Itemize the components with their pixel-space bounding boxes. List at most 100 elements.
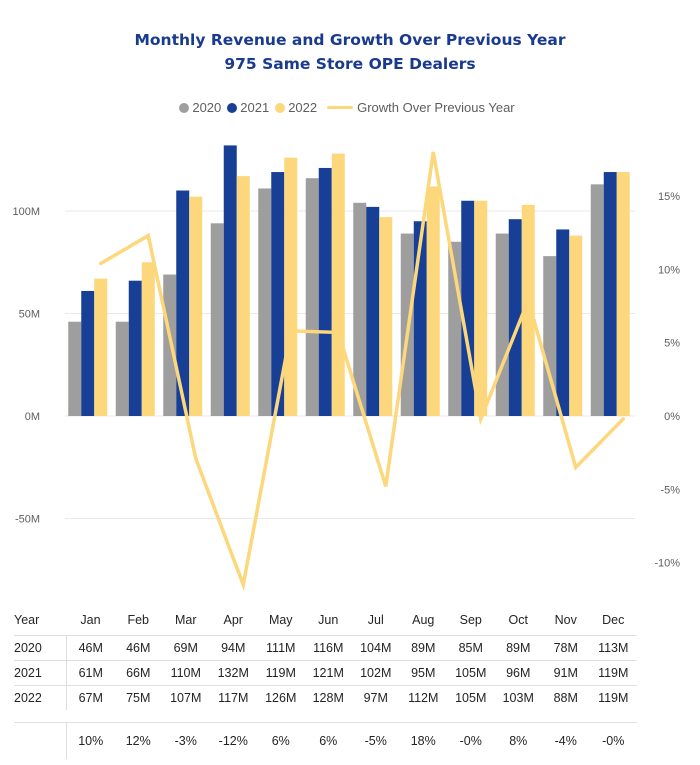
y-right-tick-label: -10%	[654, 558, 680, 570]
legend-swatch-2022	[275, 102, 286, 113]
legend-item-2020[interactable]: 2020	[179, 100, 221, 115]
matrix-cell: 126M	[257, 685, 305, 710]
matrix-cell: 89M	[399, 635, 447, 661]
bar-2021-dec	[603, 172, 617, 416]
matrix-cell: 107M	[162, 685, 210, 710]
matrix-growth-cell: 10%	[66, 722, 115, 759]
matrix-cell: 119M	[257, 660, 305, 686]
matrix-header-jun: Jun	[318, 613, 339, 627]
matrix-cell: 97M	[352, 685, 400, 710]
bar-2020-dec	[590, 184, 604, 416]
matrix-body: 2020 46M 46M 69M 94M 111M 116M 104M 89M 85M 89M 78M…	[14, 635, 637, 759]
growth-line	[99, 151, 625, 592]
y-right-tick-label: 0%	[664, 411, 680, 423]
matrix-cell: 112M	[399, 685, 447, 710]
bar-2021-mar	[176, 190, 190, 416]
matrix-header-feb: Feb	[127, 613, 150, 627]
matrix-growth-cell: -0%	[589, 722, 637, 759]
chart-title: Monthly Revenue and Growth Over Previous…	[134, 31, 566, 49]
bar-2022-jun	[331, 153, 345, 416]
bar-2020-may	[258, 188, 272, 416]
matrix-cell: 119M	[589, 660, 637, 686]
bar-2022-oct	[521, 204, 535, 416]
bar-2021-jan	[81, 290, 95, 416]
matrix-cell: 66M	[114, 660, 162, 686]
bar-2022-feb	[141, 262, 155, 416]
matrix-row-2020: 2020 46M 46M 69M 94M 111M 116M 104M 89M 85M 89M 78M…	[14, 635, 637, 661]
matrix-header-year: Year	[14, 613, 40, 627]
matrix-header-sep: Sep	[459, 613, 482, 627]
matrix-cell: 121M	[304, 660, 352, 686]
bar-2021-jul	[366, 206, 380, 416]
matrix-header-row: Year Jan Feb Mar Apr May Jun Jul Aug Sep Oct Nov De…	[14, 605, 637, 636]
matrix-cell: 110M	[162, 660, 210, 686]
matrix-header-oct: Oct	[508, 613, 528, 627]
y-left-tick-label: 100M	[12, 206, 40, 218]
bar-2020-jul	[353, 202, 367, 416]
bar-2020-jan	[68, 321, 82, 416]
matrix-cell: 117M	[209, 685, 257, 710]
bar-2021-may	[271, 172, 285, 416]
y-right-tick-label: 10%	[658, 264, 680, 276]
matrix-cell: 119M	[589, 685, 637, 710]
matrix-cell: 94M	[209, 635, 257, 661]
matrix-cell: 95M	[399, 660, 447, 686]
matrix-growth-cell: -4%	[542, 722, 590, 759]
matrix-header-mar: Mar	[174, 613, 197, 627]
matrix-growth-cell: -0%	[447, 722, 495, 759]
bar-2022-sep	[474, 200, 488, 416]
legend-swatch-2020	[179, 102, 190, 113]
matrix-row-growth: 10% 12% -3% -12% 6% 6% -5% 18% -0% 8% -4% -0%	[14, 722, 637, 759]
legend: 2020 2021 2022 Growth Over Previous Year	[0, 100, 700, 115]
legend-item-2022[interactable]: 2022	[275, 100, 317, 115]
bar-2020-apr	[210, 223, 224, 416]
y-right-tick-label: 15%	[658, 191, 680, 203]
matrix-cell: 46M	[114, 635, 162, 661]
bar-2021-jun	[318, 167, 332, 416]
bar-2022-dec	[616, 172, 630, 416]
bar-2022-mar	[189, 196, 203, 416]
legend-item-growth[interactable]: Growth Over Previous Year	[323, 100, 515, 115]
matrix-cell: 88M	[542, 685, 590, 710]
y-right-tick-label: 5%	[664, 338, 680, 350]
matrix-cell: 128M	[304, 685, 352, 710]
matrix-cell: 111M	[257, 635, 305, 661]
matrix-growth-cell: 12%	[114, 722, 162, 759]
matrix-header-apr: Apr	[223, 613, 243, 627]
legend-label-2021: 2021	[240, 100, 270, 115]
matrix-cell: 46M	[66, 635, 115, 661]
matrix-cell: 105M	[447, 685, 495, 710]
matrix-growth-cell: -5%	[352, 722, 400, 759]
matrix-spacer-row	[14, 710, 637, 723]
bar-2022-jul	[379, 217, 393, 416]
matrix-row-2022: 2022 67M 75M 107M 117M 126M 128M 97M 112M 105M 103…	[14, 685, 637, 710]
matrix-growth-cell: 18%	[399, 722, 447, 759]
legend-swatch-2021	[227, 102, 238, 113]
matrix-header-nov: Nov	[554, 613, 577, 627]
y-left-tick-label: 50M	[19, 309, 40, 321]
legend-item-2021[interactable]: 2021	[227, 100, 269, 115]
matrix-header-jan: Jan	[80, 613, 101, 627]
bar-2020-nov	[543, 256, 557, 416]
matrix-cell: 116M	[304, 635, 352, 661]
bar-2022-may	[284, 157, 298, 416]
matrix-cell: 89M	[494, 635, 542, 661]
matrix-row-2021: 2021 61M 66M 110M 132M 119M 121M 102M 95M 105M 96M…	[14, 660, 637, 686]
bar-2022-apr	[236, 176, 250, 416]
matrix-growth-cell: 6%	[257, 722, 305, 759]
matrix-header-dec: Dec	[602, 613, 625, 627]
matrix-cell: 85M	[447, 635, 495, 661]
matrix-cell: 113M	[589, 635, 637, 661]
matrix-row-label: 2022	[14, 685, 67, 710]
bar-2022-aug	[426, 186, 440, 416]
y-left-tick-label: 0M	[25, 411, 40, 423]
matrix-header-may: May	[268, 613, 293, 627]
bar-2021-sep	[461, 200, 475, 416]
bar-2021-nov	[556, 229, 570, 416]
bar-2020-feb	[115, 321, 129, 416]
legend-label-2020: 2020	[192, 100, 222, 115]
chart-title-block: Monthly Revenue and Growth Over Previous…	[0, 28, 700, 76]
matrix-growth-cell: -3%	[162, 722, 210, 759]
bar-2021-feb	[128, 280, 142, 416]
bar-2020-oct	[495, 233, 509, 416]
